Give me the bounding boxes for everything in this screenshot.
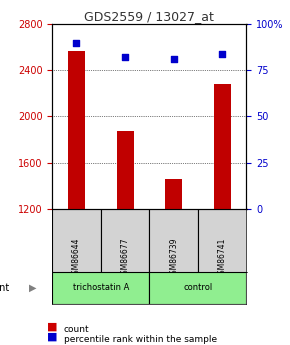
Point	[123, 55, 127, 60]
Point	[74, 40, 79, 45]
FancyBboxPatch shape	[198, 209, 246, 272]
Text: GSM86739: GSM86739	[169, 237, 178, 279]
Point	[220, 51, 224, 57]
Text: agent: agent	[0, 283, 10, 293]
Bar	[214, 84, 231, 209]
Text: control: control	[183, 283, 213, 292]
Text: count: count	[64, 325, 89, 334]
Title: GDS2559 / 13027_at: GDS2559 / 13027_at	[84, 10, 214, 23]
Bar	[68, 51, 85, 209]
FancyBboxPatch shape	[101, 209, 149, 272]
Text: ■: ■	[47, 322, 57, 332]
Text: trichostatin A: trichostatin A	[72, 283, 129, 292]
FancyBboxPatch shape	[52, 272, 149, 304]
Text: ■: ■	[47, 332, 57, 342]
Text: GSM86677: GSM86677	[121, 237, 130, 279]
FancyBboxPatch shape	[52, 209, 101, 272]
Text: GSM86741: GSM86741	[218, 237, 227, 278]
Point	[171, 57, 176, 62]
FancyBboxPatch shape	[149, 272, 246, 304]
Bar	[165, 179, 182, 209]
FancyBboxPatch shape	[149, 209, 198, 272]
Text: percentile rank within the sample: percentile rank within the sample	[64, 335, 217, 344]
Bar	[117, 131, 134, 209]
Text: ▶: ▶	[29, 283, 37, 293]
Text: GSM86644: GSM86644	[72, 237, 81, 279]
